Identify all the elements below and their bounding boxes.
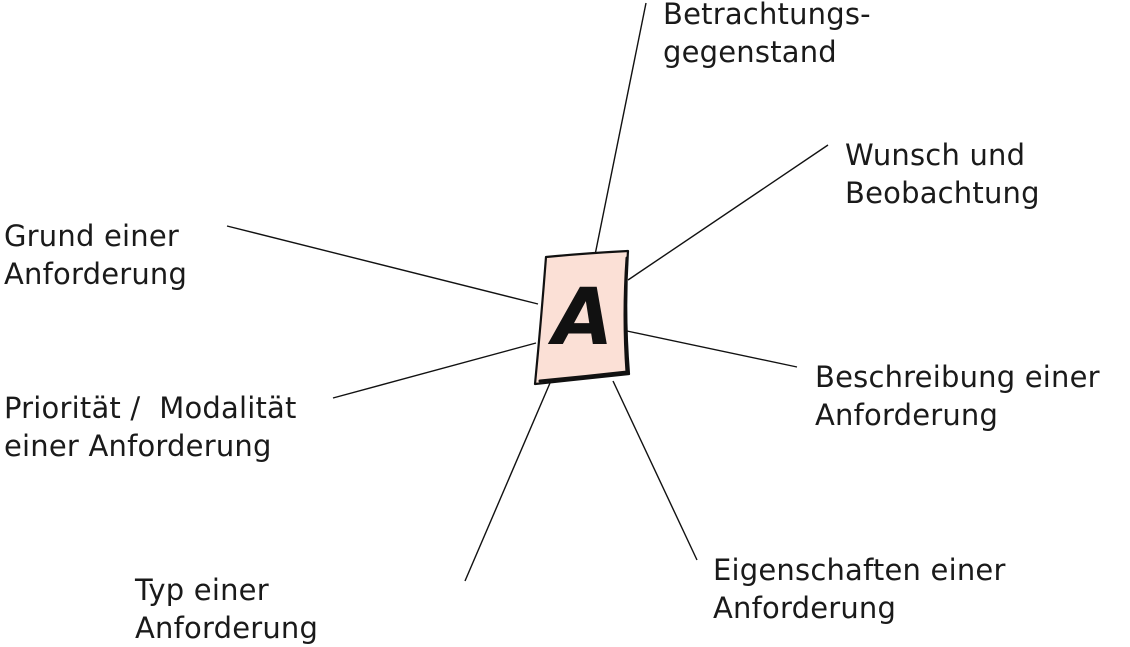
label-grund-line2: Anforderung <box>4 257 188 291</box>
center-card-shadow <box>538 256 629 383</box>
label-betrachtungsgegenstand-line1: Betrachtungs- <box>663 0 871 31</box>
connector-typ <box>464 382 551 582</box>
label-typ-line2: Anforderung <box>135 611 319 645</box>
label-beschreibung-line2: Anforderung <box>815 398 999 432</box>
label-eigenschaften: Eigenschaften einer Anforderung <box>713 551 1006 627</box>
label-grund-line1: Grund einer <box>4 219 180 253</box>
label-wunsch-line2: Beobachtung <box>845 176 1040 210</box>
center-letter: A <box>547 273 613 363</box>
center-card-shape <box>533 249 631 386</box>
label-typ-line1: Typ einer <box>135 573 269 607</box>
label-prioritaet-line2: einer Anforderung <box>4 429 272 463</box>
connector-grund <box>226 225 539 305</box>
label-grund: Grund einer Anforderung <box>4 217 187 293</box>
label-eigenschaften-line2: Anforderung <box>713 591 897 625</box>
label-wunsch: Wunsch und Beobachtung <box>845 136 1040 212</box>
label-beschreibung-line1: Beschreibung einer <box>815 360 1100 394</box>
label-prioritaet: Priorität / Modalität einer Anforderung <box>4 389 297 465</box>
center-card: A <box>533 249 631 386</box>
connector-betrachtungsgegenstand <box>594 2 647 256</box>
label-prioritaet-line1: Priorität / Modalität <box>4 391 297 425</box>
label-eigenschaften-line1: Eigenschaften einer <box>713 553 1006 587</box>
connector-beschreibung <box>626 330 798 368</box>
label-beschreibung: Beschreibung einer Anforderung <box>815 358 1100 434</box>
connector-prioritaet <box>332 342 537 399</box>
label-wunsch-line1: Wunsch und <box>845 138 1026 172</box>
label-betrachtungsgegenstand: Betrachtungs- gegenstand <box>663 0 871 71</box>
connector-eigenschaften <box>612 380 698 561</box>
label-betrachtungsgegenstand-line2: gegenstand <box>663 35 837 69</box>
label-typ: Typ einer Anforderung <box>135 571 318 647</box>
connector-wunsch <box>627 144 829 281</box>
